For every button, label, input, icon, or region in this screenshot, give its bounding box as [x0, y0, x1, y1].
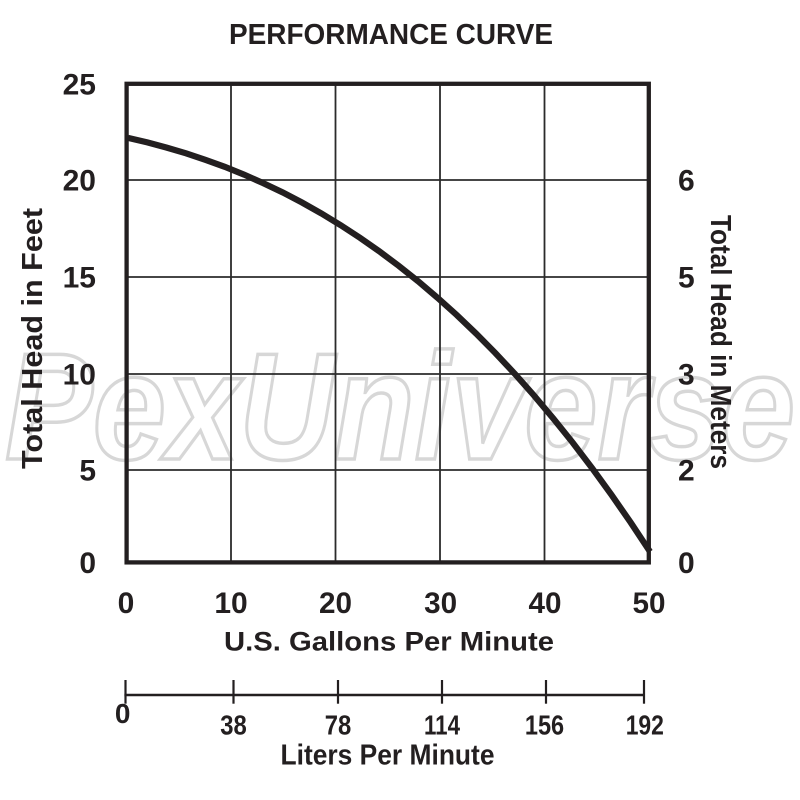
svg-text:0: 0: [115, 698, 131, 729]
svg-text:38: 38: [220, 710, 247, 741]
svg-text:Liters Per Minute: Liters Per Minute: [281, 740, 495, 772]
svg-text:192: 192: [626, 710, 664, 741]
svg-text:Total Head in Meters: Total Head in Meters: [704, 215, 736, 469]
svg-text:0: 0: [678, 547, 695, 580]
svg-text:30: 30: [424, 587, 457, 620]
svg-text:50: 50: [633, 587, 666, 620]
svg-text:0: 0: [79, 547, 96, 580]
svg-text:5: 5: [79, 455, 96, 488]
svg-text:20: 20: [319, 587, 352, 620]
svg-text:114: 114: [424, 710, 460, 741]
svg-text:10: 10: [63, 359, 96, 392]
svg-text:25: 25: [63, 69, 96, 102]
svg-text:10: 10: [214, 587, 247, 620]
svg-text:PexUniverse: PexUniverse: [5, 322, 795, 492]
svg-text:PERFORMANCE CURVE: PERFORMANCE CURVE: [229, 19, 553, 51]
svg-text:20: 20: [63, 165, 96, 198]
svg-text:40: 40: [529, 587, 562, 620]
svg-text:15: 15: [63, 262, 96, 295]
svg-text:U.S. Gallons Per Minute: U.S. Gallons Per Minute: [224, 626, 554, 656]
svg-text:2: 2: [678, 455, 695, 488]
svg-text:6: 6: [678, 165, 695, 198]
svg-text:3: 3: [678, 359, 695, 392]
svg-text:156: 156: [525, 710, 564, 741]
svg-text:78: 78: [325, 710, 352, 741]
svg-text:0: 0: [118, 587, 135, 620]
svg-text:Total Head in Feet: Total Head in Feet: [17, 208, 49, 469]
svg-text:5: 5: [678, 262, 695, 295]
